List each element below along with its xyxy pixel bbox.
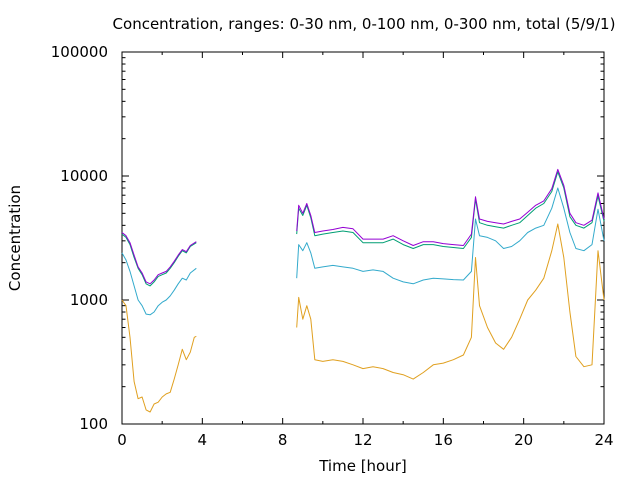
x-tick-label: 0: [117, 431, 127, 449]
series-line-2: [296, 187, 605, 285]
x-tick-label: 4: [198, 431, 208, 449]
x-tick-labels: 0 4 8 12 16 20 24: [117, 431, 613, 449]
series-line-1: [296, 223, 605, 380]
y-axis-title: Concentration: [6, 185, 24, 291]
axis-ticks: [121, 51, 605, 425]
series-line-4: [296, 168, 605, 246]
y-tick-label: 1000: [70, 291, 108, 309]
y-tick-label: 10000: [60, 167, 108, 185]
series-line-1: [121, 299, 197, 413]
y-tick-label: 100: [79, 415, 108, 433]
x-tick-label: 24: [594, 431, 613, 449]
y-tick-label: 100000: [51, 43, 108, 61]
series-line-3: [121, 233, 197, 287]
chart-title: Concentration, ranges: 0-30 nm, 0-100 nm…: [113, 15, 616, 33]
x-tick-label: 20: [514, 431, 533, 449]
x-axis-title: Time [hour]: [318, 457, 407, 475]
x-tick-label: 12: [353, 431, 372, 449]
series-line-4: [121, 232, 197, 285]
series-layer: [121, 168, 605, 413]
series-line-3: [296, 171, 605, 249]
y-tick-labels: 100 1000 10000 100000: [51, 43, 108, 433]
x-tick-label: 8: [278, 431, 288, 449]
x-tick-label: 16: [434, 431, 453, 449]
series-line-2: [121, 252, 197, 316]
